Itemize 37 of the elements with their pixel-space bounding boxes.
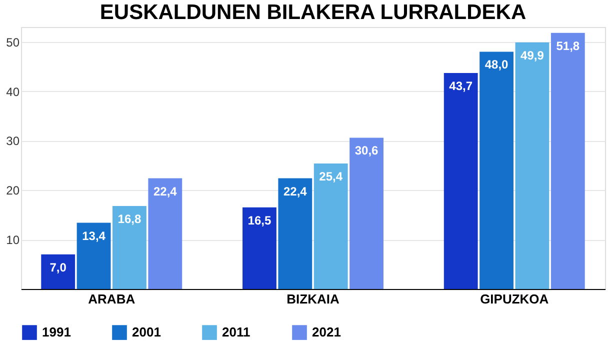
y-tick-label: 10 <box>6 233 20 248</box>
bar <box>480 52 514 289</box>
legend-label: 2001 <box>132 324 161 340</box>
data-label: 16,5 <box>248 213 272 228</box>
data-label: 48,0 <box>484 58 509 72</box>
bar <box>314 163 348 289</box>
chart-title: EUSKALDUNEN BILAKERA LURRALDEKA <box>100 1 526 24</box>
bar <box>242 207 276 289</box>
data-label: 7,0 <box>50 260 67 274</box>
bar <box>112 206 146 289</box>
bar <box>148 178 182 289</box>
x-tick-label: ARABA <box>88 292 136 306</box>
legend-label: 1991 <box>42 324 71 340</box>
y-tick-label: 20 <box>6 184 20 198</box>
x-tick-label: GIPUZKOA <box>480 292 550 306</box>
data-label: 22,4 <box>153 184 178 198</box>
data-label: 43,7 <box>449 78 473 93</box>
bar <box>76 222 111 289</box>
data-label: 13,4 <box>82 228 106 243</box>
data-label: 16,8 <box>118 212 142 226</box>
bar <box>515 42 550 289</box>
data-label: 49,9 <box>520 48 544 62</box>
data-label: 22,4 <box>283 184 308 198</box>
x-tick-label: BIZKAIA <box>286 292 340 306</box>
bar <box>350 138 384 289</box>
bar <box>550 32 585 289</box>
legend-label: 2011 <box>222 324 250 340</box>
y-tick-label: 50 <box>6 35 20 50</box>
y-tick-label: 30 <box>6 134 20 148</box>
bar <box>41 254 76 289</box>
bar <box>444 72 478 289</box>
bar <box>278 178 312 289</box>
legend-label: 2021 <box>312 324 341 340</box>
y-tick-label: 40 <box>6 84 20 99</box>
data-label: 25,4 <box>319 169 343 184</box>
data-label: 30,6 <box>354 144 379 158</box>
data-label: 51,8 <box>556 38 580 53</box>
